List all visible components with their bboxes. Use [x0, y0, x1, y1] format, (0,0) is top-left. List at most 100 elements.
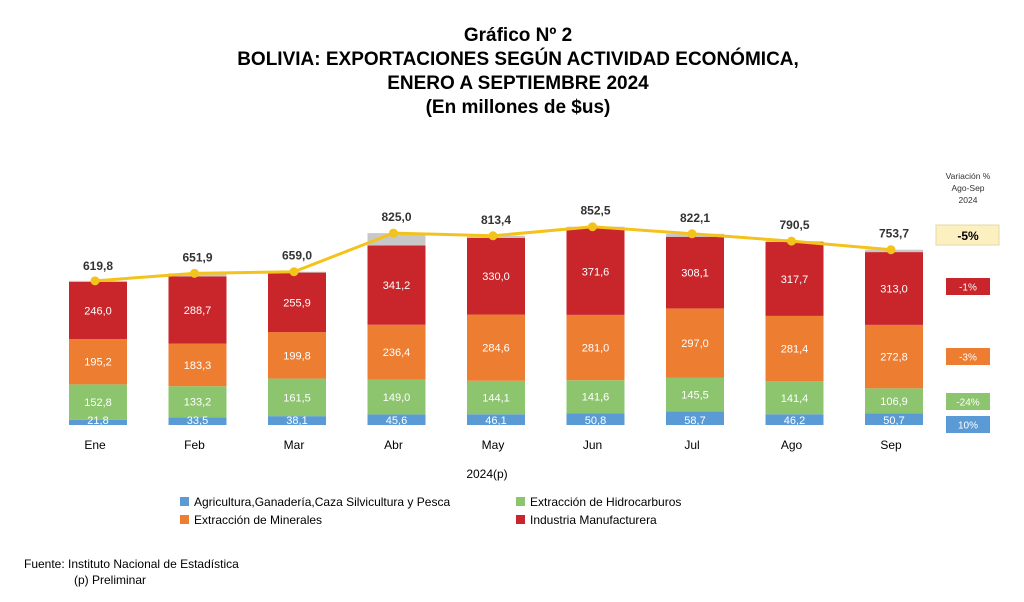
bar-segment-agricultura — [865, 413, 923, 425]
bar-segment-hidrocarburos — [467, 380, 525, 415]
bar-segment-agricultura — [566, 413, 625, 425]
x-axis: Ene Feb Mar Abr May Jun Jul Ago Sep — [84, 438, 902, 452]
bar-segment-hidrocarburos — [765, 381, 824, 415]
total-point — [190, 268, 199, 278]
variation-title: 2024 — [959, 195, 978, 205]
legend-swatch-agricultura — [180, 497, 189, 506]
variation-title: Ago-Sep — [951, 183, 984, 193]
segment-label-minerales: 284,6 — [482, 343, 510, 355]
segment-label-agricultura: 45,6 — [386, 415, 407, 427]
bar-segment-minerales — [865, 324, 923, 389]
segment-label-minerales: 199,8 — [283, 350, 311, 362]
bar-segment-agricultura — [467, 414, 525, 425]
variation-total-label: -5% — [957, 229, 979, 243]
chart-number: Gráfico Nº 2 — [463, 25, 573, 46]
segment-label-hidrocarburos: 141,6 — [582, 392, 610, 404]
variation-title: Variación % — [946, 171, 991, 181]
bar-segment-hidrocarburos — [666, 377, 724, 412]
bar-segment-manufactura — [69, 281, 127, 339]
segment-label-agricultura: 50,7 — [883, 415, 904, 427]
x-tick-label: Jun — [583, 438, 602, 452]
segment-label-agricultura: 38,1 — [286, 415, 307, 427]
total-label: 822,1 — [680, 211, 710, 225]
source-note: Fuente: Instituto Nacional de Estadístic… — [24, 556, 239, 588]
segment-label-manufactura: 288,7 — [184, 305, 212, 317]
bar-segment-minerales — [69, 338, 127, 385]
x-tick-label: Mar — [284, 438, 305, 452]
segment-label-agricultura: 46,2 — [784, 415, 805, 427]
bar-segment-minerales — [268, 332, 326, 379]
segment-label-hidrocarburos: 152,8 — [84, 397, 112, 409]
bar-segment-manufactura — [865, 252, 923, 325]
segment-label-minerales: 297,0 — [681, 338, 709, 350]
variation-box-hidrocarburos — [946, 393, 990, 410]
total-line-layer: 619,8 651,9 659,0 825,0 813,4 852,5 822,1 790,5… — [83, 204, 909, 286]
segment-label-minerales: 195,2 — [84, 357, 112, 369]
segment-label-manufactura: 308,1 — [681, 268, 709, 280]
variation-box-minerales — [946, 348, 990, 365]
bar-segment-agricultura — [168, 417, 227, 425]
segment-label-manufactura: 317,7 — [781, 274, 809, 286]
x-tick-label: Feb — [184, 438, 205, 452]
segment-label-manufactura: 255,9 — [283, 297, 311, 309]
segment-label-hidrocarburos: 149,0 — [383, 392, 411, 404]
variation-box-manufactura — [946, 278, 990, 295]
total-point — [289, 267, 299, 277]
variation-label-minerales: -3% — [959, 353, 977, 364]
variation-label-hidrocarburos: -24% — [956, 398, 979, 409]
total-point — [787, 236, 796, 246]
x-tick-label: May — [482, 438, 505, 452]
bar-segment-agricultura — [666, 411, 724, 425]
x-tick-label: Jul — [684, 438, 699, 452]
bar-segment-hidrocarburos — [865, 388, 923, 414]
bar-segment-manufactura — [168, 276, 227, 344]
bar-segment-minerales — [666, 308, 724, 378]
segment-label-agricultura: 46,1 — [485, 415, 506, 427]
segment-label-manufactura: 341,2 — [383, 280, 411, 292]
legend-swatch-hidrocarburos — [516, 497, 525, 506]
segment-label-hidrocarburos: 133,2 — [184, 397, 212, 409]
bar-segment-minerales — [467, 314, 525, 381]
legend-label-agricultura: Agricultura,Ganadería,Caza Silvicultura … — [194, 495, 450, 509]
variation-label-agricultura: 10% — [958, 421, 978, 432]
x-tick-label: Ene — [84, 438, 106, 452]
segment-label-agricultura: 58,7 — [684, 415, 705, 427]
legend: Agricultura,Ganadería,Caza Silvicultura … — [180, 495, 681, 527]
segment-labels-layer: 21,8 152,8 195,2 246,0 33,5 133,2 183,3 288,7 38… — [84, 267, 908, 427]
chart-title-line2: ENERO A SEPTIEMBRE 2024 — [387, 73, 649, 94]
segment-label-hidrocarburos: 161,5 — [283, 392, 311, 404]
x-tick-label: Abr — [384, 438, 403, 452]
total-label: 659,0 — [282, 249, 312, 263]
bars-layer — [69, 226, 923, 425]
total-label: 651,9 — [182, 250, 212, 264]
bar-segment-manufactura — [467, 237, 525, 315]
total-label: 825,0 — [381, 210, 411, 224]
bar-segment-minerales — [367, 324, 426, 380]
bar-segment-hidrocarburos — [168, 386, 227, 418]
total-label: 852,5 — [580, 204, 610, 218]
total-point — [588, 222, 597, 232]
x-axis-title: 2024(p) — [466, 467, 507, 481]
segment-label-minerales: 281,4 — [781, 344, 809, 356]
segment-label-manufactura: 371,6 — [582, 267, 610, 279]
total-point — [90, 276, 100, 286]
bar-segment-agricultura — [367, 414, 426, 425]
legend-swatch-minerales — [180, 515, 189, 524]
x-tick-label: Sep — [880, 438, 902, 452]
bar-segment-minerales — [168, 343, 227, 387]
variation-panel: Variación % Ago-Sep 2024 -5% -1% -3% -24% 10% — [935, 171, 1000, 433]
x-tick-label: Ago — [781, 438, 803, 452]
legend-label-hidrocarburos: Extracción de Hidrocarburos — [530, 495, 681, 509]
bar-segment-hidrocarburos — [566, 380, 625, 414]
variation-total-box — [935, 224, 1000, 246]
total-label: 813,4 — [481, 213, 511, 227]
bar-segment-hidrocarburos — [69, 384, 127, 420]
legend-label-minerales: Extracción de Minerales — [194, 513, 322, 527]
total-point — [488, 231, 498, 241]
segment-label-manufactura: 313,0 — [880, 283, 908, 295]
variation-label-manufactura: -1% — [959, 283, 977, 294]
total-point — [389, 228, 398, 238]
variation-box-agricultura — [946, 416, 990, 433]
bar-segment-minerales — [765, 315, 824, 382]
legend-label-manufactura: Industria Manufacturera — [530, 513, 657, 527]
